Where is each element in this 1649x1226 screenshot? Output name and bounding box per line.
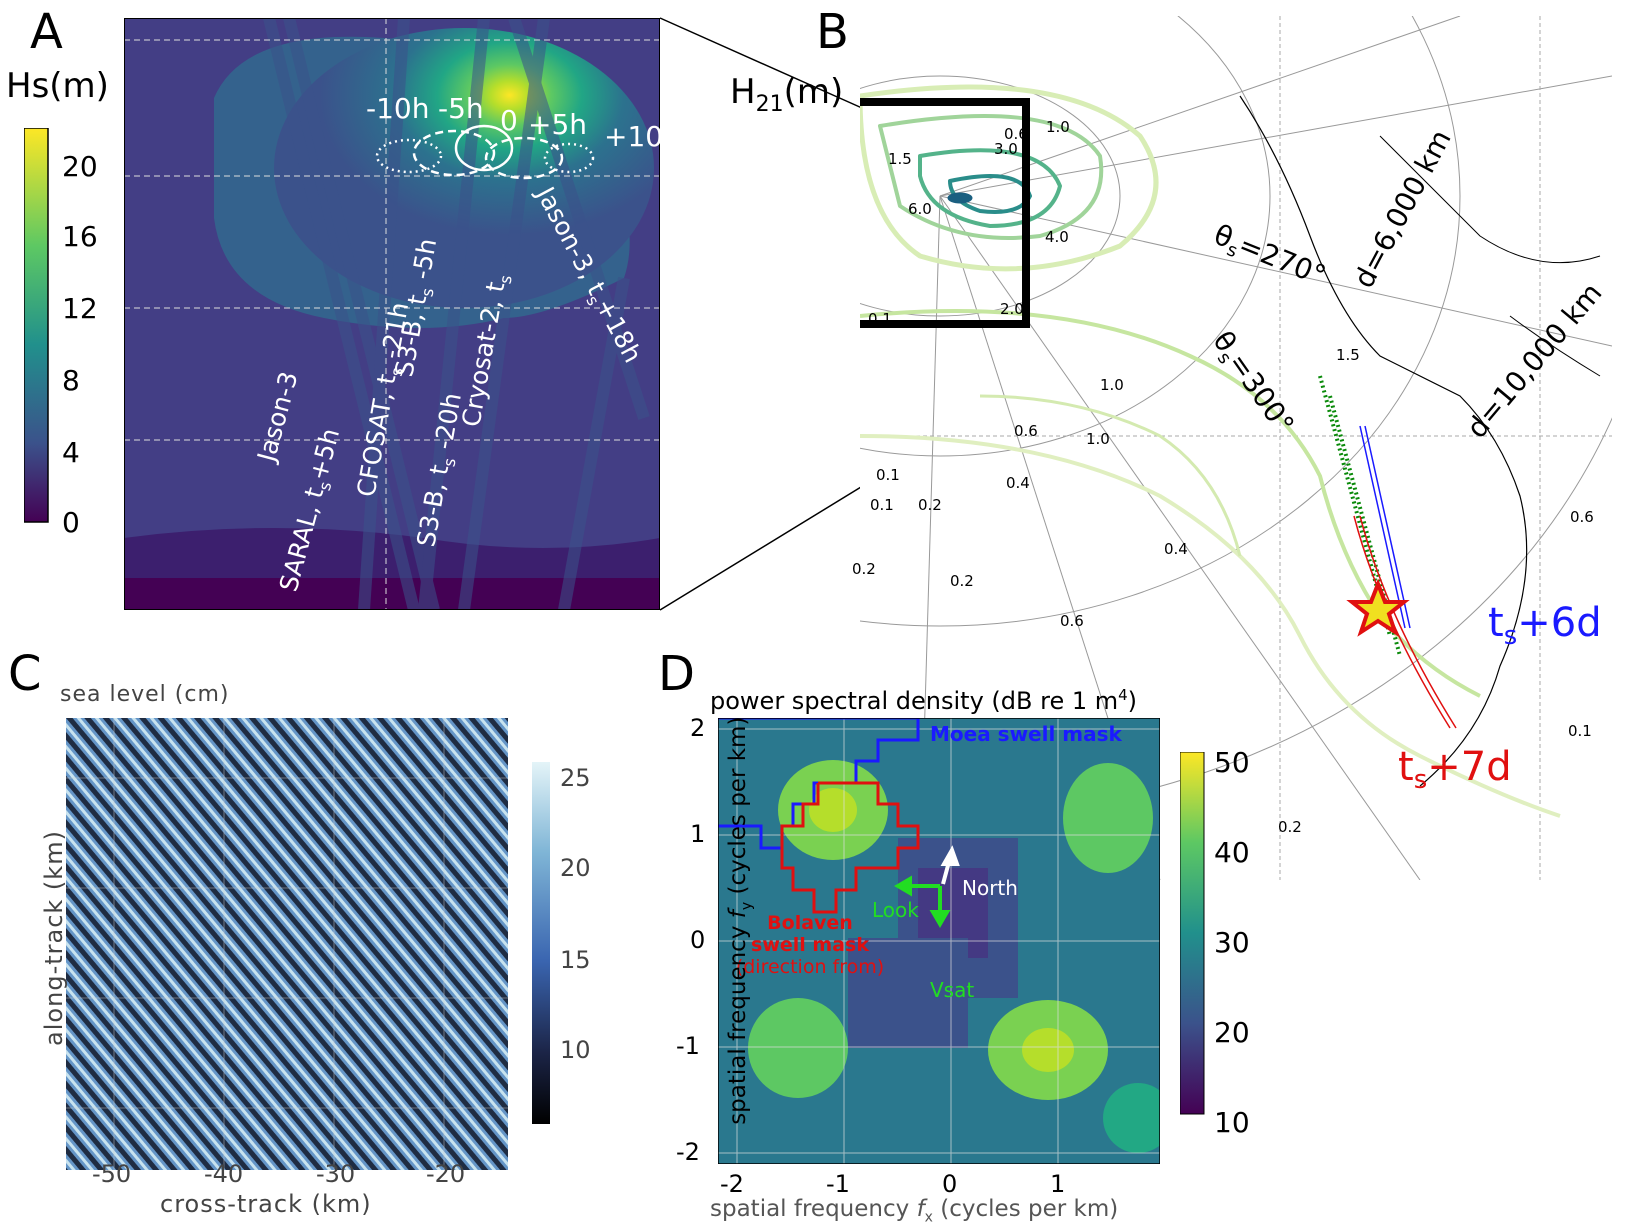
contour-label: 0.6 bbox=[1014, 422, 1038, 440]
cbar-tick: 15 bbox=[560, 946, 591, 974]
panel-d-title: power spectral density (dB re 1 m4) bbox=[710, 686, 1138, 715]
look-label: Look bbox=[872, 898, 919, 922]
bolaven-line: Bolaven bbox=[767, 912, 853, 934]
contour-label: 0.2 bbox=[852, 560, 876, 578]
contour-label: 0.4 bbox=[1006, 474, 1030, 492]
y-tick: 0 bbox=[690, 926, 706, 954]
panel-d-colorbar bbox=[1180, 752, 1205, 1115]
panel-a-cbar-tick: 12 bbox=[62, 292, 98, 325]
y-tick: -1 bbox=[676, 1032, 700, 1060]
contour-label: 6.0 bbox=[908, 200, 932, 218]
contour-label: 0.2 bbox=[950, 572, 974, 590]
contour-label: 0.1 bbox=[876, 466, 900, 484]
distance-10000-label: d=10,000 km bbox=[1460, 277, 1608, 445]
panel-a-cbar-tick: 4 bbox=[62, 436, 80, 469]
cbar-tick: 25 bbox=[560, 764, 591, 792]
theta-270-label: θs=270° bbox=[1208, 218, 1331, 296]
x-tick: -20 bbox=[426, 1160, 466, 1188]
panel-d-letter: D bbox=[658, 646, 695, 702]
panel-a-letter: A bbox=[30, 4, 63, 60]
panel-c-title: sea level (cm) bbox=[60, 682, 230, 707]
time-label: 0 bbox=[500, 104, 518, 137]
contour-label: 0.6 bbox=[1060, 612, 1084, 630]
contour-label: 0.6 bbox=[1004, 125, 1028, 143]
bolaven-mask-label: Bolaven swell mask (direction from) bbox=[724, 912, 896, 978]
cbar-tick: 20 bbox=[1214, 1016, 1250, 1049]
panel-a-colorbar-label: Hs(m) bbox=[6, 66, 109, 106]
distance-6000-label: d=6,000 km bbox=[1347, 124, 1458, 293]
time-label: +5h bbox=[528, 108, 588, 141]
contour-label: 3.0 bbox=[994, 140, 1018, 158]
contour-label: 1.0 bbox=[1046, 118, 1070, 136]
moea-mask-label: Moea swell mask bbox=[930, 722, 1122, 746]
contour-label: 0.1 bbox=[870, 496, 894, 514]
panel-a-cbar-tick: 16 bbox=[62, 220, 98, 253]
cbar-tick: 10 bbox=[560, 1036, 591, 1064]
cbar-tick: 30 bbox=[1214, 926, 1250, 959]
x-tick: 1 bbox=[1050, 1170, 1066, 1198]
contour-label: 0.1 bbox=[1568, 722, 1592, 740]
contour-label: 1.0 bbox=[1100, 376, 1124, 394]
cbar-tick: 20 bbox=[560, 854, 591, 882]
panel-a-track-labels: Jason-3 SARAL, ts+5h CFOSAT, ts -21h S3-… bbox=[251, 180, 647, 594]
x-tick: -2 bbox=[720, 1170, 744, 1198]
time-6d-label: ts+6d bbox=[1488, 600, 1602, 651]
contour-label: 1.0 bbox=[1086, 430, 1110, 448]
panel-b-letter: B bbox=[816, 4, 849, 60]
time-label: +10h bbox=[604, 120, 681, 153]
contour-label: 0.4 bbox=[1164, 540, 1188, 558]
panel-a-cbar-tick: 8 bbox=[62, 364, 80, 397]
panel-c-image bbox=[66, 718, 508, 1170]
contour-label: 1.5 bbox=[888, 150, 912, 168]
panel-d-ylabel: spatial frequency fy (cycles per km) bbox=[725, 716, 755, 1125]
y-tick: 1 bbox=[690, 820, 706, 848]
contour-label: 0.1 bbox=[868, 310, 892, 328]
x-tick: -30 bbox=[316, 1160, 356, 1188]
cbar-tick: 10 bbox=[1214, 1106, 1250, 1139]
x-tick: -50 bbox=[92, 1160, 132, 1188]
bolaven-line: swell mask bbox=[751, 934, 869, 956]
panel-a-cbar-tick: 20 bbox=[62, 150, 98, 183]
panel-c-letter: C bbox=[8, 646, 42, 702]
contour-label: 0.2 bbox=[1278, 818, 1302, 836]
cbar-tick: 50 bbox=[1214, 746, 1250, 779]
panel-c-xlabel: cross-track (km) bbox=[160, 1190, 372, 1218]
panel-a-map bbox=[124, 18, 660, 610]
contour-label: 4.0 bbox=[1045, 228, 1069, 246]
y-tick: -2 bbox=[676, 1138, 700, 1166]
panel-a-colorbar bbox=[24, 128, 49, 523]
time-7d-label: ts+7d bbox=[1398, 744, 1512, 795]
x-tick: 0 bbox=[942, 1170, 958, 1198]
panel-b-colorbar-label: H21(m) bbox=[730, 72, 844, 117]
panel-c-colorbar bbox=[532, 762, 550, 1124]
contour-label: 0.2 bbox=[918, 496, 942, 514]
contour-label: 1.5 bbox=[1336, 346, 1360, 364]
panel-d-spectrum bbox=[718, 718, 1160, 1164]
bolaven-line: (direction from) bbox=[735, 956, 885, 978]
theta-300-label: θs=300° bbox=[1203, 325, 1301, 442]
contour-label: 0.6 bbox=[1570, 508, 1594, 526]
north-label: North bbox=[962, 876, 1018, 900]
panel-c-ylabel: along-track (km) bbox=[39, 830, 68, 1046]
y-tick: 2 bbox=[690, 714, 706, 742]
time-label: -5h bbox=[438, 92, 484, 125]
cbar-tick: 40 bbox=[1214, 836, 1250, 869]
time-label: -10h bbox=[366, 92, 430, 125]
panel-a-cbar-tick: 0 bbox=[62, 506, 80, 539]
panel-d-xlabel: spatial frequency fx (cycles per km) bbox=[710, 1196, 1119, 1226]
vsat-label: Vsat bbox=[930, 978, 975, 1002]
x-tick: -1 bbox=[826, 1170, 850, 1198]
contour-label: 2.0 bbox=[1000, 300, 1024, 318]
x-tick: -40 bbox=[204, 1160, 244, 1188]
